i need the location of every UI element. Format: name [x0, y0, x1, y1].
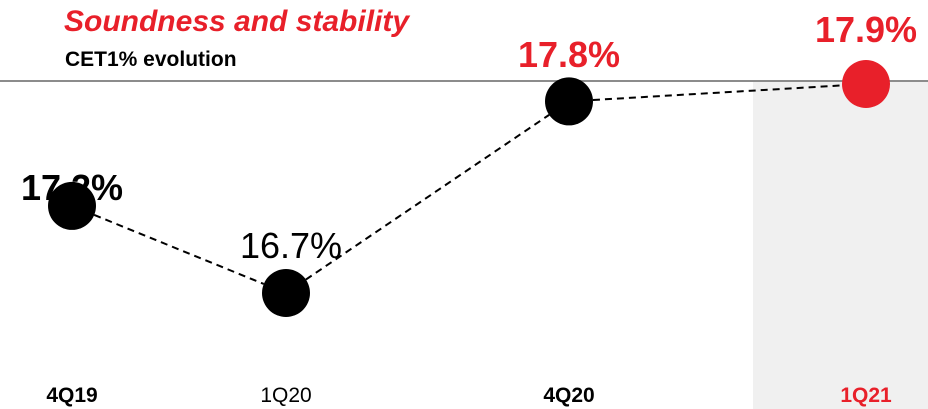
series-line-segment — [592, 84, 843, 102]
series-lines — [93, 84, 843, 285]
value-label-4q20: 17.8% — [518, 34, 620, 75]
highlight-band-1q21 — [753, 82, 928, 409]
x-axis-tick-labels: 4Q19 1Q20 4Q20 1Q21 — [46, 384, 892, 407]
data-point-1q20 — [262, 269, 310, 317]
value-label-1q20: 16.7% — [240, 225, 342, 266]
series-points — [48, 60, 890, 317]
data-point-4q20 — [545, 77, 593, 126]
x-tick-label-1q20: 1Q20 — [260, 384, 311, 407]
chart-subtitle: CET1% evolution — [65, 48, 237, 71]
chart-title: Soundness and stability — [64, 5, 410, 38]
value-label-4q19: 17.2% — [21, 167, 123, 208]
x-tick-label-4q19: 4Q19 — [46, 384, 97, 407]
x-tick-label-1q21: 1Q21 — [840, 384, 892, 407]
header-divider — [0, 80, 928, 82]
x-tick-label-4q20: 4Q20 — [543, 384, 594, 407]
data-point-4q19 — [48, 181, 96, 230]
value-label-1q21: 17.9% — [815, 9, 917, 50]
value-labels: 17.2% 16.7% 17.8% 17.9% — [21, 9, 917, 266]
series-line-segment — [93, 214, 265, 285]
series-line-segment — [305, 114, 550, 281]
data-point-1q21 — [842, 60, 890, 108]
